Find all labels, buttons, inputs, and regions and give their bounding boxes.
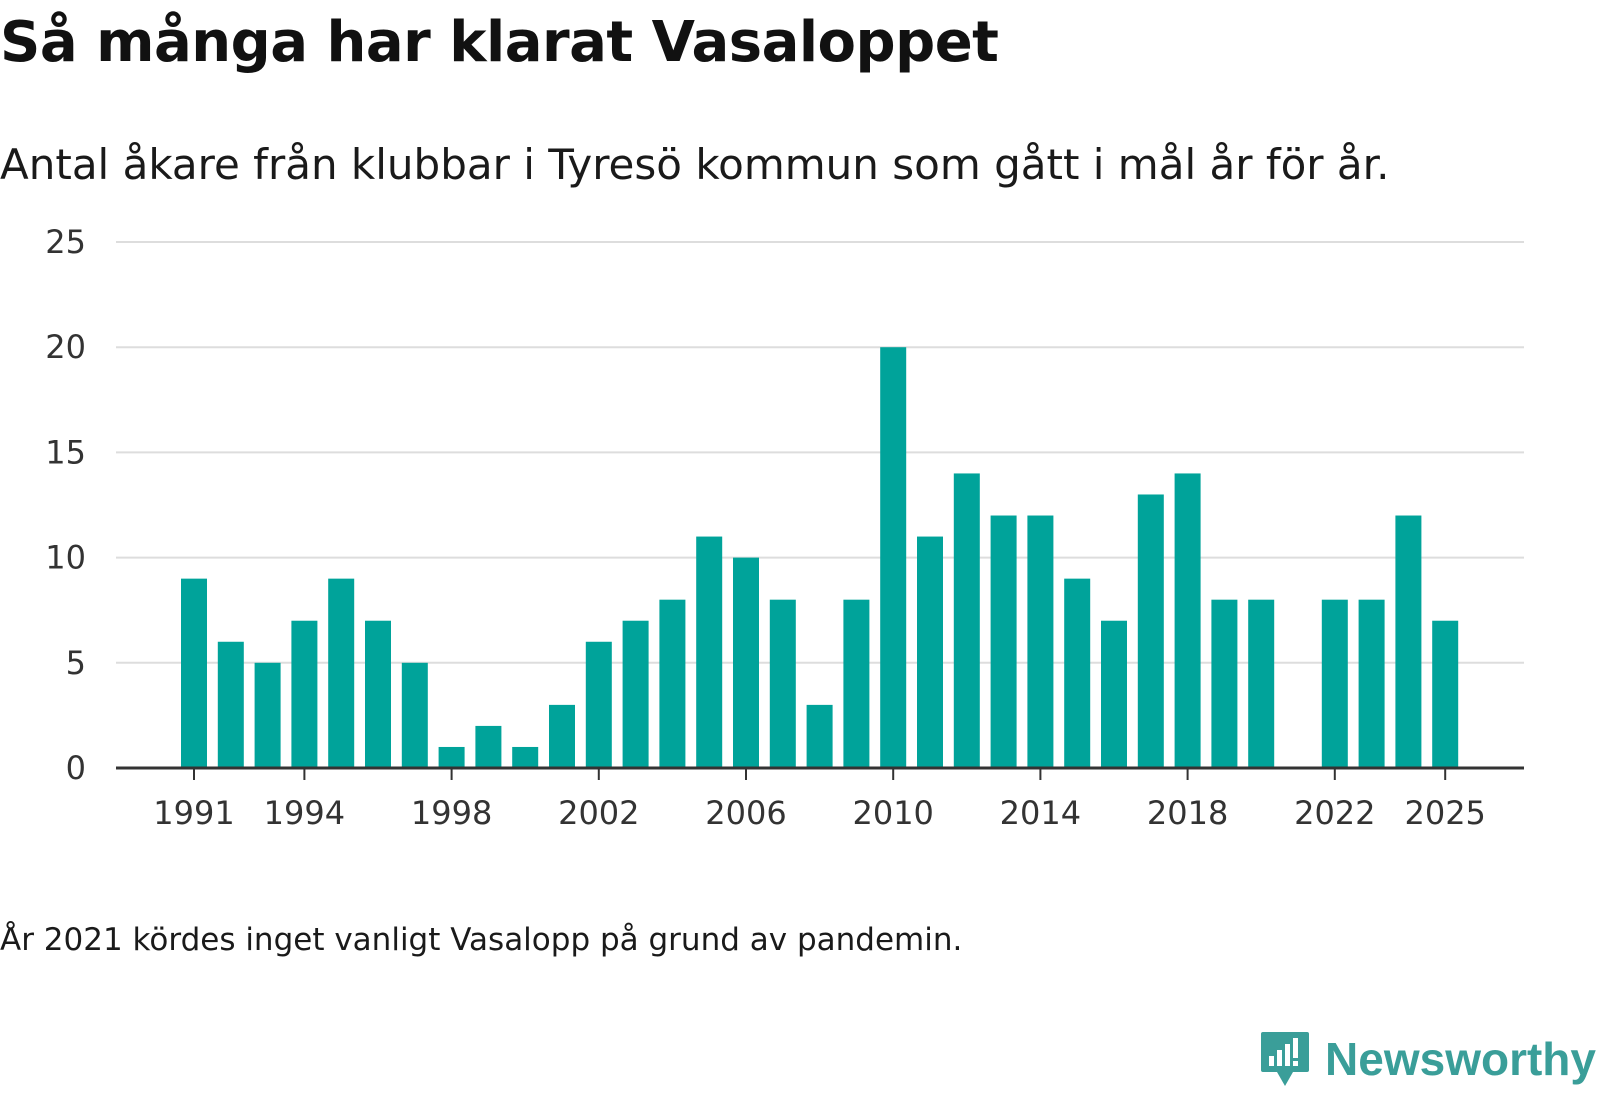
x-tick-label-1994: 1994 xyxy=(264,794,345,832)
bar-2005 xyxy=(696,536,723,768)
bar-2003 xyxy=(622,620,649,768)
bar-2006 xyxy=(733,557,759,768)
bar-2013 xyxy=(990,515,1017,768)
bar-2023 xyxy=(1358,599,1385,768)
x-tick-label-2025: 2025 xyxy=(1404,794,1485,832)
chart-subtitle: Antal åkare från klubbar i Tyresö kommun… xyxy=(0,140,1390,189)
newsworthy-logo-icon xyxy=(1261,1032,1310,1086)
bar-2004 xyxy=(659,599,686,768)
bar-1996 xyxy=(365,620,391,768)
x-tick-label-2006: 2006 xyxy=(705,794,786,832)
bar-2022 xyxy=(1321,599,1348,768)
bar-2018 xyxy=(1174,473,1201,768)
y-tick-label-5: 5 xyxy=(66,644,86,682)
x-tick-label-2014: 2014 xyxy=(1000,794,1081,832)
bar-2007 xyxy=(769,599,796,768)
bar-2014 xyxy=(1027,515,1054,768)
bar-2012 xyxy=(953,473,980,768)
y-tick-label-0: 0 xyxy=(66,749,86,787)
bar-2000 xyxy=(512,746,539,768)
bar-2020 xyxy=(1248,599,1275,768)
y-tick-label-10: 10 xyxy=(45,539,86,577)
bar-1994 xyxy=(291,620,318,768)
bar-2024 xyxy=(1395,515,1422,768)
bar-2010 xyxy=(880,347,907,768)
y-tick-label-20: 20 xyxy=(45,328,86,366)
bar-1995 xyxy=(328,578,355,768)
newsworthy-logo: Newsworthy xyxy=(1259,1030,1596,1088)
bar-1999 xyxy=(475,725,502,768)
chart-footnote: År 2021 kördes inget vanligt Vasalopp på… xyxy=(0,922,963,958)
y-tick-label-15: 15 xyxy=(45,433,86,471)
x-tick-label-2018: 2018 xyxy=(1147,794,1228,832)
bar-2016 xyxy=(1101,620,1127,768)
bar-2008 xyxy=(806,704,833,768)
bar-1991 xyxy=(181,578,207,768)
bar-1993 xyxy=(254,662,281,768)
x-tick-label-2010: 2010 xyxy=(852,794,933,832)
bar-2019 xyxy=(1211,599,1238,768)
x-tick-label-1998: 1998 xyxy=(411,794,492,832)
bar-2001 xyxy=(549,704,575,768)
y-tick-label-25: 25 xyxy=(45,223,86,261)
x-tick-label-2002: 2002 xyxy=(558,794,639,832)
bar-2015 xyxy=(1064,578,1091,768)
bar-1998 xyxy=(438,746,465,768)
chart-title: Så många har klarat Vasaloppet xyxy=(0,10,999,75)
x-tick-label-1991: 1991 xyxy=(153,794,234,832)
newsworthy-logo-text: Newsworthy xyxy=(1325,1033,1596,1085)
bar-2011 xyxy=(917,536,943,768)
x-tick-label-2022: 2022 xyxy=(1294,794,1375,832)
bar-2025 xyxy=(1432,620,1459,768)
bar-1997 xyxy=(401,662,428,768)
bar-2002 xyxy=(585,641,612,768)
bar-2009 xyxy=(843,599,870,768)
bar-1992 xyxy=(217,641,244,768)
bar-2017 xyxy=(1137,494,1164,768)
